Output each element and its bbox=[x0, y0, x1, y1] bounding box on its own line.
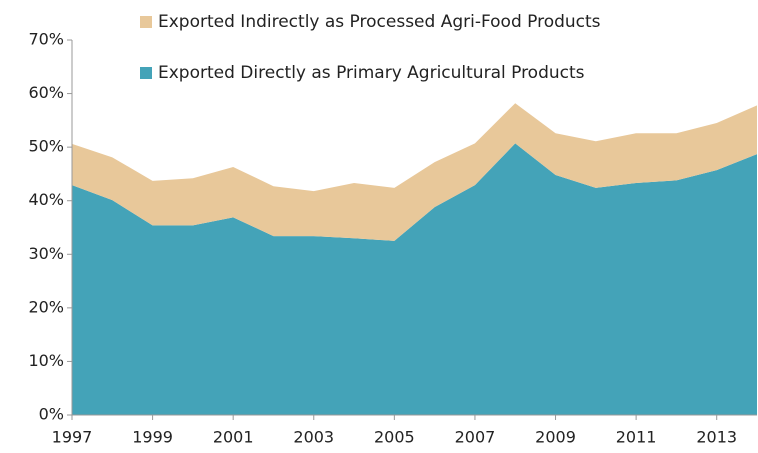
x-tick-label: 2003 bbox=[293, 428, 334, 447]
legend-swatch bbox=[140, 16, 152, 28]
area bbox=[72, 103, 757, 241]
x-tick-label: 1997 bbox=[52, 428, 93, 447]
y-tick-label: 70% bbox=[28, 30, 64, 49]
x-tick-label: 2001 bbox=[213, 428, 254, 447]
x-tick-label: 2009 bbox=[535, 428, 576, 447]
y-tick-label: 0% bbox=[39, 405, 64, 424]
y-tick-label: 40% bbox=[28, 190, 64, 209]
y-tick-label: 30% bbox=[28, 244, 64, 263]
y-tick-label: 10% bbox=[28, 351, 64, 370]
area bbox=[72, 143, 757, 415]
x-tick-label: 1999 bbox=[132, 428, 173, 447]
legend-swatch bbox=[140, 67, 152, 79]
x-tick-label: 2007 bbox=[455, 428, 496, 447]
y-tick-label: 20% bbox=[28, 297, 64, 316]
y-tick-label: 60% bbox=[28, 83, 64, 102]
x-tick-label: 2005 bbox=[374, 428, 415, 447]
legend-label: Exported Directly as Primary Agricultura… bbox=[158, 63, 585, 83]
y-tick-label: 50% bbox=[28, 137, 64, 156]
legend-label: Exported Indirectly as Processed Agri-Fo… bbox=[158, 12, 601, 32]
x-tick-label: 2013 bbox=[696, 428, 737, 447]
x-tick-label: 2011 bbox=[616, 428, 657, 447]
